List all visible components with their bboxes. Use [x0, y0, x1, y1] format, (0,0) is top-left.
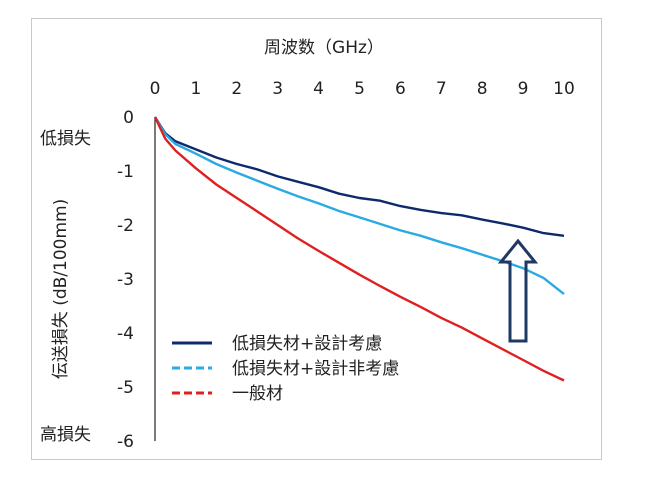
- x-tick-label: 5: [354, 79, 365, 99]
- chart-frame: 周波数（GHz） 伝送損失 (dB/100mm) 低損失 高損失 0 1 2 3 4 5 6…: [31, 18, 602, 460]
- series-line-2: [153, 116, 565, 296]
- legend-label-1: 低損失材+設計考慮: [232, 334, 382, 354]
- x-tick-label: 1: [190, 79, 201, 99]
- legend-label-3: 一般材: [232, 384, 283, 404]
- x-axis-title: 周波数（GHz）: [264, 38, 384, 58]
- low-loss-label: 低損失: [40, 129, 91, 149]
- y-tick-label: -5: [117, 378, 134, 398]
- y-tick-label: -1: [117, 162, 134, 182]
- legend-label-2: 低損失材+設計非考慮: [232, 359, 399, 379]
- y-tick-label: -2: [117, 216, 134, 236]
- y-tick-label: -3: [117, 270, 134, 290]
- x-tick-label: 0: [150, 79, 161, 99]
- x-tick-label: 7: [436, 79, 447, 99]
- x-tick-label: 8: [477, 79, 488, 99]
- high-loss-label: 高損失: [40, 425, 91, 445]
- x-tick-label: 9: [518, 79, 529, 99]
- up-arrow-icon: [497, 238, 539, 343]
- y-axis-title: 伝送損失 (dB/100mm): [51, 199, 71, 379]
- y-tick-label: 0: [123, 108, 134, 128]
- x-tick-label: 10: [553, 79, 575, 99]
- x-tick-label: 4: [313, 79, 324, 99]
- x-tick-label: 3: [272, 79, 283, 99]
- series-line-1: [153, 116, 565, 237]
- y-tick-label: -6: [117, 432, 134, 452]
- y-tick-label: -4: [117, 324, 134, 344]
- x-tick-label: 2: [231, 79, 242, 99]
- series-line-3: [153, 116, 565, 382]
- x-tick-label: 6: [395, 79, 406, 99]
- loss-chart: 周波数（GHz） 伝送損失 (dB/100mm) 低損失 高損失 0 1 2 3 4 5 6…: [40, 38, 575, 452]
